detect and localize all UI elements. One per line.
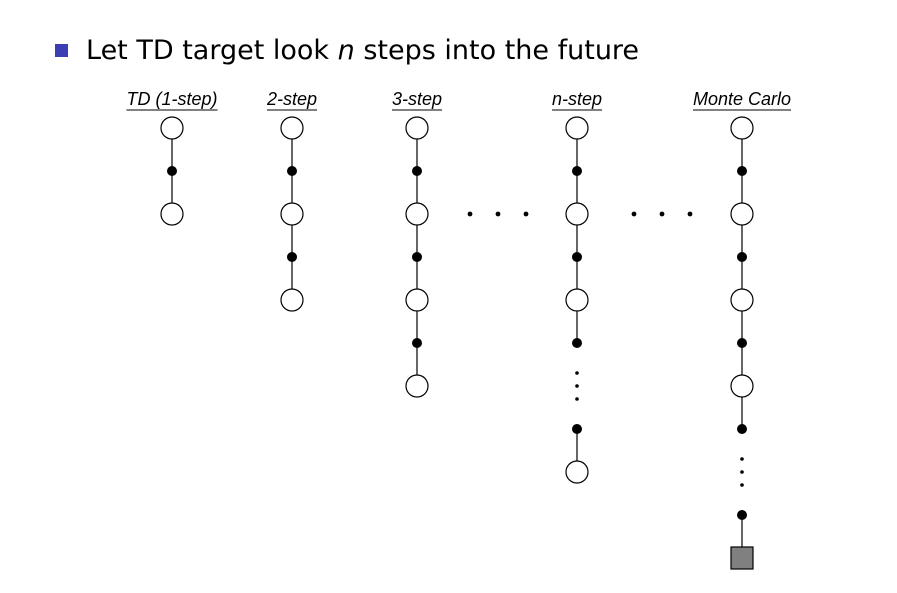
column-1-action-node bbox=[167, 166, 177, 176]
column-3-action-node bbox=[412, 166, 422, 176]
column-1-label: TD (1-step) bbox=[126, 89, 217, 109]
horizontal-ellipsis-dot-1 bbox=[523, 211, 529, 217]
column-3-label: 3-step bbox=[392, 89, 442, 109]
bullet-text: Let TD target look n steps into the futu… bbox=[86, 35, 639, 66]
column-5-vertical-ellipsis-dot bbox=[740, 470, 744, 474]
column-3-state-node bbox=[405, 202, 429, 226]
column-4-vertical-ellipsis-dot bbox=[575, 397, 579, 401]
column-5-state-node bbox=[730, 288, 754, 312]
column-5-action-node bbox=[737, 338, 747, 348]
column-4-state-node bbox=[565, 460, 589, 484]
column-3-state-node bbox=[405, 374, 429, 398]
column-5-state-node bbox=[730, 374, 754, 398]
bullet-text-variable: n bbox=[337, 34, 355, 66]
column-2-action-node bbox=[287, 252, 297, 262]
column-5-state-node bbox=[730, 116, 754, 140]
column-4-action-node bbox=[572, 252, 582, 262]
column-1-state-node bbox=[160, 116, 184, 140]
column-2-state-node bbox=[280, 202, 304, 226]
column-4-action-node bbox=[572, 338, 582, 348]
column-5-action-node bbox=[737, 252, 747, 262]
column-4-action-node bbox=[572, 166, 582, 176]
bullet-square-icon bbox=[55, 43, 68, 57]
horizontal-ellipsis-dot-1 bbox=[495, 211, 501, 217]
column-5-action-node bbox=[737, 166, 747, 176]
column-5-terminal-node bbox=[730, 546, 754, 570]
column-4-state-node bbox=[565, 202, 589, 226]
column-5-label: Monte Carlo bbox=[693, 89, 791, 109]
column-3-action-node bbox=[412, 338, 422, 348]
column-3-state-node bbox=[405, 116, 429, 140]
column-5-state-node bbox=[730, 202, 754, 226]
column-2-state-node bbox=[280, 288, 304, 312]
column-3-state-node bbox=[405, 288, 429, 312]
column-4-state-node bbox=[565, 116, 589, 140]
horizontal-ellipsis-dot-2 bbox=[659, 211, 665, 217]
bullet-text-suffix: steps into the future bbox=[354, 34, 640, 66]
column-4-vertical-ellipsis-dot bbox=[575, 384, 579, 388]
column-5-vertical-ellipsis-dot bbox=[740, 483, 744, 487]
horizontal-ellipsis-dot-2 bbox=[687, 211, 693, 217]
column-5-action-node bbox=[737, 510, 747, 520]
column-4-label: n-step bbox=[552, 89, 602, 109]
horizontal-ellipsis-dot-1 bbox=[467, 211, 473, 217]
column-4-vertical-ellipsis-dot bbox=[575, 371, 579, 375]
column-4-action-node bbox=[572, 424, 582, 434]
column-5-vertical-ellipsis-dot bbox=[740, 457, 744, 461]
horizontal-ellipsis-dot-2 bbox=[631, 211, 637, 217]
column-2-action-node bbox=[287, 166, 297, 176]
column-5-action-node bbox=[737, 424, 747, 434]
column-2-label: 2-step bbox=[266, 89, 317, 109]
column-2-state-node bbox=[280, 116, 304, 140]
column-4-state-node bbox=[565, 288, 589, 312]
column-1-state-node bbox=[160, 202, 184, 226]
bullet-point: Let TD target look n steps into the futu… bbox=[55, 30, 639, 70]
bullet-text-prefix: Let TD target look bbox=[86, 34, 338, 66]
column-3-action-node bbox=[412, 252, 422, 262]
